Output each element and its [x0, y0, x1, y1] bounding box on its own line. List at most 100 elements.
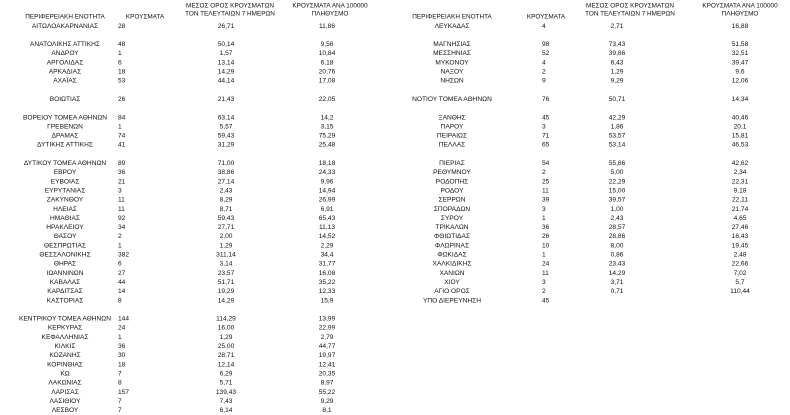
cell-value: 65,43 [319, 215, 336, 222]
cell-value: 2 [542, 288, 546, 295]
cell-value: 1,29 [220, 242, 233, 249]
cell-value: 16,88 [732, 23, 749, 30]
region-name: ΞΑΝΘΗΣ [438, 114, 465, 121]
cell-value: 26 [542, 233, 550, 240]
cell-value: 25 [542, 178, 550, 185]
cell-value: 27,14 [218, 178, 235, 185]
cell-value: 1,29 [220, 334, 233, 341]
cell-value: 20,1 [734, 123, 747, 130]
cell-value: 30 [118, 352, 126, 359]
cell-value: 27,46 [732, 224, 749, 231]
region-name: ΚΑΡΔΙΤΣΑΣ [47, 288, 83, 295]
cell-value: 6,18 [321, 59, 334, 66]
cell-value: 23,57 [218, 270, 235, 277]
cell-value: 0,86 [611, 252, 624, 259]
column-header: ΜΕΣΟΣ ΟΡΟΣ ΚΡΟΥΣΜΑΤΩΝ [186, 3, 274, 10]
cell-value: 59,43 [218, 133, 235, 140]
region-name: ΦΛΩΡΙΝΑΣ [435, 242, 469, 249]
cell-value: 4,65 [734, 215, 747, 222]
region-name: ΒΟΙΩΤΙΑΣ [50, 96, 81, 103]
region-name: ΔΥΤΙΚΟΥ ΤΟΜΕΑ ΑΘΗΝΩΝ [24, 160, 107, 167]
cell-value: 11,86 [319, 23, 335, 30]
cell-value: 382 [118, 252, 129, 259]
region-name: ΚΩ [60, 370, 69, 377]
cell-value: 13,99 [319, 316, 336, 323]
cell-value: 26,71 [218, 23, 235, 30]
cell-value: 26,99 [319, 197, 336, 204]
region-name: ΗΜΑΘΙΑΣ [50, 215, 80, 222]
cell-value: 1 [118, 123, 122, 130]
cell-value: 25,48 [319, 142, 336, 149]
cell-value: 44,77 [319, 343, 336, 350]
cell-value: 4 [542, 23, 546, 30]
region-name: ΝΑΞΟΥ [441, 69, 464, 76]
region-name: ΑΝΑΤΟΛΙΚΗΣ ΑΤΤΙΚΗΣ [30, 41, 100, 48]
column-header: ΠΕΡΙΦΕΡΕΙΑΚΗ ΕΝΟΤΗΤΑ [412, 14, 492, 21]
region-name: ΣΕΡΡΩΝ [439, 197, 466, 204]
cell-value: 2,43 [611, 215, 624, 222]
cell-value: 24,33 [319, 169, 336, 176]
region-name: ΕΥΡΥΤΑΝΙΑΣ [45, 187, 86, 194]
region-name: ΡΟΔΟΠΗΣ [436, 178, 468, 185]
region-name: ΛΑΡΙΣΑΣ [51, 389, 79, 396]
region-name: ΧΑΝΙΩΝ [439, 270, 464, 277]
region-name: ΘΕΣΠΡΩΤΙΑΣ [44, 242, 86, 249]
cell-value: 50,14 [218, 41, 235, 48]
region-name: ΙΩΑΝΝΙΝΩΝ [47, 270, 84, 277]
cell-value: 12,41 [319, 361, 336, 368]
cell-value: 2,34 [734, 169, 747, 176]
region-name: ΚΑΒΑΛΑΣ [50, 279, 80, 286]
cell-value: 1,86 [611, 123, 624, 130]
cell-value: 19,97 [319, 352, 336, 359]
cell-value: 311,14 [216, 252, 236, 259]
cell-value: 8 [118, 297, 122, 304]
region-name: ΚΕΝΤΡΙΚΟΥ ΤΟΜΕΑ ΑΘΗΝΩΝ [19, 316, 111, 323]
cell-value: 8,71 [220, 206, 233, 213]
cell-value: 14,52 [319, 233, 336, 240]
cell-value: 76 [542, 96, 550, 103]
cell-value: 19,45 [732, 242, 749, 249]
region-name: ΖΑΚΥΝΘΟΥ [47, 197, 84, 204]
cell-value: 84 [118, 114, 126, 121]
cell-value: 5,00 [611, 169, 624, 176]
column-header: ΚΡΟΥΣΜΑΤΑ [527, 14, 566, 21]
cell-value: 6 [118, 261, 122, 268]
region-name: ΧΑΛΚΙΔΙΚΗΣ [433, 261, 472, 268]
cell-value: 18,18 [319, 160, 336, 167]
cell-value: 157 [118, 389, 129, 396]
cell-value: 7 [118, 407, 122, 414]
cell-value: 53,57 [609, 133, 626, 140]
cell-value: 6,91 [321, 206, 334, 213]
region-name: ΑΝΔΡΟΥ [51, 50, 79, 57]
cell-value: 59,43 [218, 215, 235, 222]
cell-value: 16,00 [218, 325, 235, 332]
region-name: ΗΛΕΙΑΣ [53, 206, 77, 213]
region-name: ΠΑΡΟΥ [441, 123, 464, 130]
region-name: ΑΙΤΩΛΟΑΚΑΡΝΑΝΙΑΣ [32, 23, 98, 30]
cell-value: 11 [542, 270, 549, 277]
cell-value: 36 [118, 169, 126, 176]
region-name: ΑΡΓΟΛΙΔΑΣ [47, 59, 84, 66]
cell-value: 13,14 [218, 59, 235, 66]
cell-value: 39,57 [609, 197, 626, 204]
cell-value: 114,29 [216, 316, 236, 323]
cell-value: 48 [118, 41, 126, 48]
cell-value: 52 [542, 50, 550, 57]
region-name: ΠΙΕΡΙΑΣ [439, 160, 465, 167]
cell-value: 2,43 [220, 187, 233, 194]
cell-value: 14,29 [218, 297, 235, 304]
cell-value: 1 [118, 334, 122, 341]
cell-value: 22,66 [732, 261, 749, 268]
cell-value: 31,77 [319, 261, 336, 268]
cell-value: 11 [542, 187, 549, 194]
cell-value: 20,76 [319, 69, 336, 76]
region-name: ΕΒΡΟΥ [54, 169, 77, 176]
cell-value: 25,00 [218, 343, 235, 350]
cell-value: 53 [118, 78, 126, 85]
cell-value: 55,86 [609, 160, 626, 167]
cell-value: 15,9 [321, 297, 334, 304]
cell-value: 24 [542, 261, 550, 268]
region-name: ΝΟΤΙΟΥ ΤΟΜΕΑ ΑΘΗΝΩΝ [412, 96, 492, 103]
cell-value: 21,74 [732, 206, 749, 213]
